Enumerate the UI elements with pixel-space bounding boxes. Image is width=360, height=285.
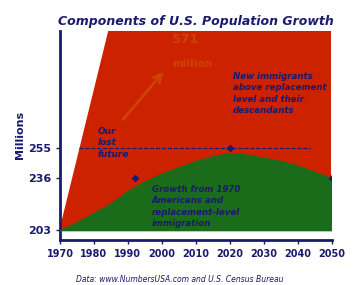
Text: lost: lost: [97, 138, 116, 147]
Text: Our: Our: [97, 127, 116, 136]
Title: Components of U.S. Population Growth: Components of U.S. Population Growth: [58, 15, 334, 28]
Text: 571: 571: [172, 33, 198, 46]
Text: Growth from 1970
Americans and
replacement-level
immigration: Growth from 1970 Americans and replaceme…: [152, 185, 240, 228]
Text: Data: www.NumbersUSA.com and U.S. Census Bureau: Data: www.NumbersUSA.com and U.S. Census…: [76, 274, 284, 284]
Text: million: million: [172, 59, 212, 69]
Y-axis label: Millions: Millions: [15, 111, 25, 159]
Text: New immigrants
above replacement
level and their
descendants: New immigrants above replacement level a…: [233, 72, 327, 115]
Text: future: future: [97, 150, 129, 159]
